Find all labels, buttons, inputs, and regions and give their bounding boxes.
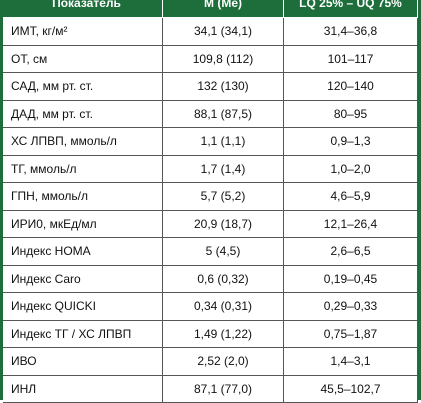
table-cell: 1,1 (1,1) [163,128,284,156]
table-cell: 1,0–2,0 [284,156,418,184]
table-cell: 2,6–6,5 [284,238,418,266]
table-cell: САД, мм рт. ст. [3,73,163,101]
table-cell: 2,52 (2,0) [163,348,284,376]
table-cell: 31,4–36,8 [284,18,418,46]
table-cell: 120–140 [284,73,418,101]
table-cell: Индекс ТГ / ХС ЛПВП [3,321,163,349]
table-cell: 1,4–3,1 [284,348,418,376]
table-cell: 1,49 (1,22) [163,321,284,349]
table-cell: 34,1 (34,1) [163,18,284,46]
table-cell: Индекс HOMA [3,238,163,266]
table-cell: 0,34 (0,31) [163,293,284,321]
header-cell: M (Me) [163,0,284,18]
table-cell: 0,29–0,33 [284,293,418,321]
table-cell: 0,6 (0,32) [163,266,284,294]
table-cell: 5,7 (5,2) [163,183,284,211]
table-cell: 20,9 (18,7) [163,211,284,239]
table-cell: 87,1 (77,0) [163,376,284,403]
table-cell: ИМТ, кг/м² [3,18,163,46]
header-cell: LQ 25% – UQ 75% [284,0,418,18]
table-cell: ИВО [3,348,163,376]
table-cell: 1,7 (1,4) [163,156,284,184]
table-cell: 109,8 (112) [163,46,284,74]
table-cell: 0,9–1,3 [284,128,418,156]
table-cell: 0,19–0,45 [284,266,418,294]
table-cell: ИРИ0, мкЕд/мл [3,211,163,239]
table-cell: 80–95 [284,101,418,129]
table-cell: 88,1 (87,5) [163,101,284,129]
table-cell: ДАД, мм рт. ст. [3,101,163,129]
table-cell: 12,1–26,4 [284,211,418,239]
table-cell: ХС ЛПВП, ммоль/л [3,128,163,156]
table-cell: ТГ, ммоль/л [3,156,163,184]
table-cell: 45,5–102,7 [284,376,418,403]
table-cell: Индекс Caro [3,266,163,294]
table-cell: 4,6–5,9 [284,183,418,211]
table-cell: 0,75–1,87 [284,321,418,349]
table-cell: ИНЛ [3,376,163,403]
table-cell: 101–117 [284,46,418,74]
table-cell: ОТ, см [3,46,163,74]
table-cell: 132 (130) [163,73,284,101]
table-cell: Индекс QUICKI [3,293,163,321]
table-cell: ГПН, ммоль/л [3,183,163,211]
table-cell: 5 (4,5) [163,238,284,266]
header-cell: Показатель [3,0,163,18]
